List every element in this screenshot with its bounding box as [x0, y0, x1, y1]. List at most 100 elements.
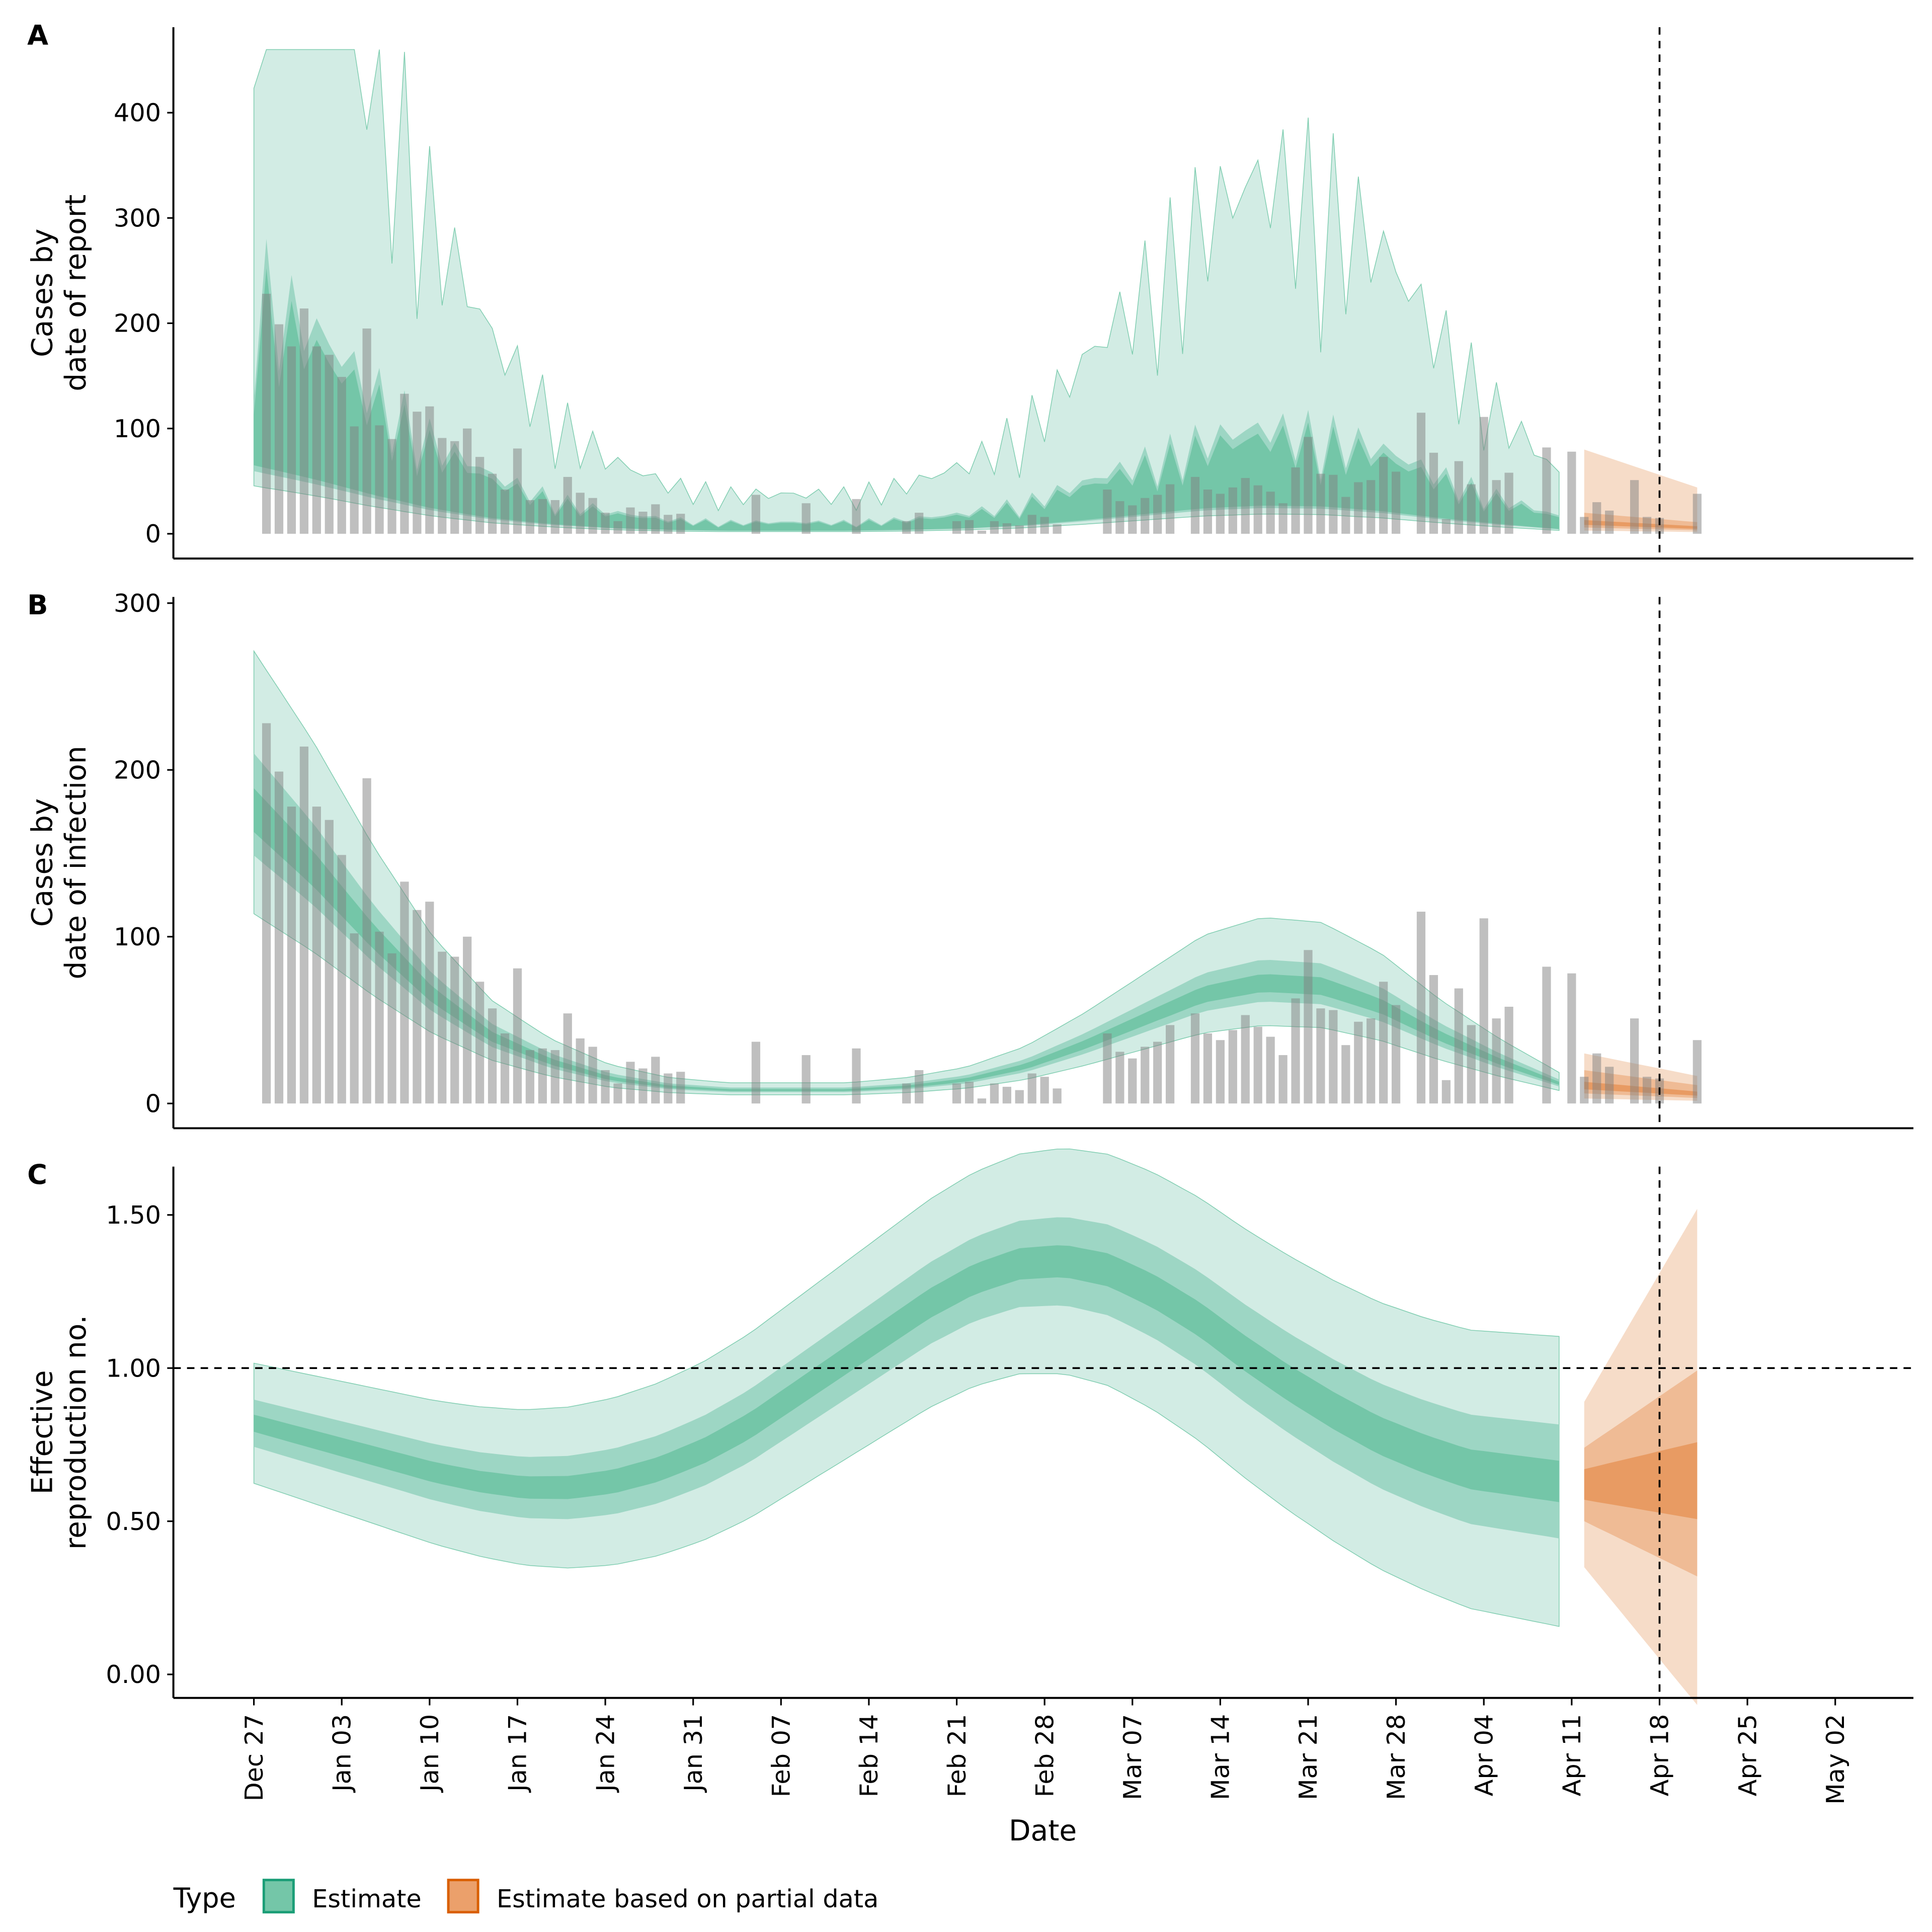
x-tick-label: Jan 31: [679, 1714, 708, 1793]
observed-bar: [1429, 452, 1438, 534]
x-tick-label: Feb 07: [767, 1714, 796, 1797]
observed-bar: [1642, 517, 1652, 534]
observed-bar: [1655, 518, 1664, 534]
observed-bar: [337, 377, 346, 534]
observed-bar: [1429, 975, 1438, 1104]
x-tick-label: May 02: [1821, 1714, 1850, 1805]
observed-bar: [638, 511, 648, 534]
observed-bar: [1278, 503, 1287, 534]
observed-bar: [601, 513, 610, 534]
observed-bar: [525, 1050, 535, 1104]
observed-bar: [1002, 523, 1011, 534]
observed-bar: [1630, 1018, 1639, 1104]
observed-bar: [1693, 1040, 1702, 1104]
observed-bar: [1441, 1080, 1451, 1104]
observed-bar: [651, 504, 660, 534]
x-tick-label: Jan 17: [503, 1714, 532, 1793]
observed-bar: [1141, 1046, 1150, 1104]
x-tick-label: Mar 21: [1294, 1714, 1323, 1800]
observed-bar: [1341, 497, 1350, 534]
observed-bar: [1266, 1036, 1275, 1104]
observed-bar: [1266, 492, 1275, 534]
panel-label: A: [27, 20, 48, 51]
x-tick-label: Jan 10: [415, 1714, 444, 1793]
observed-bar: [1366, 1018, 1376, 1104]
y-tick-label: 0.00: [106, 1660, 161, 1689]
observed-bar: [1592, 1053, 1601, 1104]
observed-bar: [915, 513, 924, 534]
observed-bar: [1580, 517, 1589, 534]
observed-bar: [1241, 478, 1250, 534]
observed-bar: [1605, 1067, 1614, 1104]
observed-bar: [1454, 988, 1463, 1104]
rt-band: [254, 1245, 1559, 1502]
observed-bar: [387, 439, 396, 534]
observed-bar: [1467, 1025, 1476, 1104]
observed-bar: [1392, 1005, 1401, 1104]
observed-bar: [274, 771, 284, 1104]
observed-bar: [1103, 490, 1112, 534]
observed-bar: [1190, 476, 1200, 534]
observed-bar: [964, 520, 974, 534]
observed-bar: [262, 293, 271, 534]
observed-bar: [1642, 1077, 1652, 1104]
observed-bar: [1291, 998, 1300, 1104]
observed-bar: [1216, 494, 1225, 534]
observed-bar: [463, 428, 472, 534]
observed-bar: [513, 448, 522, 534]
observed-bar: [1567, 451, 1576, 534]
x-axis-label: Date: [1009, 1814, 1077, 1847]
observed-bar: [1630, 480, 1639, 534]
observed-bar: [500, 1033, 510, 1104]
estimate-band: [254, 788, 1559, 1091]
observed-bar: [1053, 1088, 1062, 1104]
observed-bar: [1504, 1006, 1513, 1104]
observed-bar: [626, 1062, 635, 1104]
observed-bar: [990, 1083, 999, 1104]
observed-bar: [1316, 1008, 1325, 1104]
observed-bar: [1228, 1030, 1237, 1104]
observed-bar: [1141, 498, 1150, 534]
y-tick-label: 300: [114, 589, 161, 618]
observed-bar: [475, 982, 485, 1104]
observed-bar: [1304, 437, 1313, 534]
observed-bar: [626, 507, 635, 534]
panel-label: C: [27, 1159, 47, 1190]
observed-bar: [977, 530, 987, 534]
observed-bar: [1467, 484, 1476, 534]
legend-label-estimate: Estimate: [312, 1884, 421, 1913]
y-axis-label: date of report: [59, 195, 93, 391]
observed-bar: [438, 438, 447, 534]
x-tick-label: Mar 07: [1118, 1714, 1147, 1800]
observed-bar: [1479, 417, 1488, 534]
observed-bar: [262, 723, 271, 1104]
observed-bar: [990, 521, 999, 534]
observed-bar: [312, 346, 321, 534]
observed-bar: [463, 936, 472, 1104]
observed-bar: [651, 1057, 660, 1104]
observed-bar: [500, 490, 510, 534]
x-tick-label: Apr 04: [1469, 1714, 1498, 1796]
x-tick-label: Feb 14: [854, 1714, 883, 1797]
observed-bar: [1027, 515, 1036, 534]
x-tick-label: Feb 28: [1030, 1714, 1059, 1797]
observed-bar: [438, 951, 447, 1104]
observed-bar: [1567, 973, 1576, 1104]
observed-bar: [362, 328, 371, 534]
legend: Type Estimate Estimate based on partial …: [173, 1879, 878, 1914]
observed-bar: [362, 778, 371, 1104]
observed-bar: [576, 493, 585, 534]
y-tick-label: 100: [114, 414, 161, 443]
observed-bar: [1316, 473, 1325, 534]
observed-bar: [613, 1083, 622, 1104]
observed-bar: [350, 426, 359, 534]
observed-bar: [613, 521, 622, 534]
observed-bar: [902, 1083, 911, 1104]
observed-bar: [638, 1068, 648, 1104]
observed-bar: [1203, 1033, 1213, 1104]
observed-bar: [550, 500, 559, 534]
observed-bar: [1542, 447, 1551, 534]
y-tick-label: 0.50: [106, 1507, 161, 1536]
observed-bar: [475, 457, 485, 534]
observed-bar: [513, 968, 522, 1104]
